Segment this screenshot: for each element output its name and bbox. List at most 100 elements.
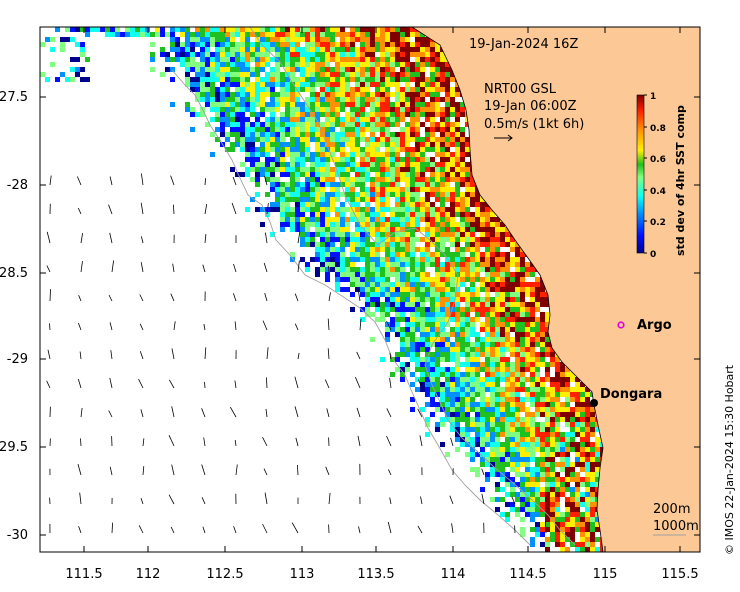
sst-pixel bbox=[480, 322, 485, 327]
current-vector bbox=[111, 260, 114, 273]
sst-pixel bbox=[580, 442, 585, 447]
sst-pixel bbox=[355, 282, 360, 287]
sst-pixel bbox=[380, 357, 385, 362]
sst-pixel bbox=[580, 407, 585, 412]
sst-pixel bbox=[350, 122, 355, 127]
sst-pixel bbox=[270, 162, 275, 167]
sst-pixel bbox=[355, 137, 360, 142]
sst-pixel bbox=[485, 422, 490, 427]
sst-pixel bbox=[440, 112, 445, 117]
sst-pixel bbox=[340, 117, 345, 122]
current-vector bbox=[263, 262, 268, 273]
sst-pixel bbox=[460, 352, 465, 357]
sst-pixel bbox=[535, 412, 540, 417]
sst-pixel bbox=[485, 417, 490, 422]
sst-pixel bbox=[410, 222, 415, 227]
sst-pixel bbox=[420, 137, 425, 142]
sst-pixel bbox=[575, 477, 580, 482]
sst-pixel bbox=[395, 167, 400, 172]
sst-pixel bbox=[265, 37, 270, 42]
sst-pixel bbox=[440, 352, 445, 357]
sst-pixel bbox=[330, 32, 335, 37]
sst-pixel bbox=[320, 177, 325, 182]
sst-pixel bbox=[445, 122, 450, 127]
sst-pixel bbox=[355, 247, 360, 252]
sst-pixel bbox=[505, 322, 510, 327]
sst-pixel bbox=[420, 407, 425, 412]
sst-pixel bbox=[480, 197, 485, 202]
sst-pixel bbox=[520, 482, 525, 487]
sst-pixel bbox=[255, 52, 260, 57]
sst-pixel bbox=[385, 72, 390, 77]
sst-pixel bbox=[355, 172, 360, 177]
sst-pixel bbox=[515, 472, 520, 477]
sst-pixel bbox=[285, 147, 290, 152]
sst-pixel bbox=[515, 297, 520, 302]
sst-pixel bbox=[330, 137, 335, 142]
sst-pixel bbox=[410, 337, 415, 342]
sst-pixel bbox=[335, 287, 340, 292]
sst-pixel bbox=[455, 297, 460, 302]
sst-pixel bbox=[515, 317, 520, 322]
sst-pixel bbox=[465, 267, 470, 272]
sst-pixel bbox=[55, 27, 60, 32]
sst-pixel bbox=[480, 387, 485, 392]
sst-pixel bbox=[235, 77, 240, 82]
sst-pixel bbox=[435, 47, 440, 52]
sst-pixel bbox=[295, 87, 300, 92]
sst-pixel bbox=[440, 407, 445, 412]
sst-pixel bbox=[520, 287, 525, 292]
sst-pixel bbox=[370, 62, 375, 67]
sst-pixel bbox=[440, 342, 445, 347]
sst-pixel bbox=[230, 77, 235, 82]
sst-pixel bbox=[510, 402, 515, 407]
colorbar-scale bbox=[636, 94, 645, 254]
sst-pixel bbox=[500, 457, 505, 462]
sst-pixel bbox=[505, 257, 510, 262]
sst-pixel bbox=[380, 77, 385, 82]
sst-pixel bbox=[80, 42, 85, 47]
sst-pixel bbox=[390, 217, 395, 222]
sst-pixel bbox=[445, 117, 450, 122]
sst-pixel bbox=[355, 152, 360, 157]
sst-pixel bbox=[220, 112, 225, 117]
sst-pixel bbox=[585, 537, 590, 542]
sst-pixel bbox=[440, 52, 445, 57]
sst-pixel bbox=[330, 152, 335, 157]
sst-pixel bbox=[395, 57, 400, 62]
sst-pixel bbox=[370, 27, 375, 32]
sst-pixel bbox=[435, 392, 440, 397]
sst-pixel bbox=[390, 302, 395, 307]
sst-pixel bbox=[370, 197, 375, 202]
sst-pixel bbox=[585, 467, 590, 472]
sst-pixel bbox=[560, 487, 565, 492]
sst-pixel bbox=[300, 132, 305, 137]
sst-pixel bbox=[555, 447, 560, 452]
sst-pixel bbox=[395, 182, 400, 187]
sst-pixel bbox=[470, 437, 475, 442]
sst-pixel bbox=[350, 117, 355, 122]
sst-pixel bbox=[445, 217, 450, 222]
sst-pixel bbox=[390, 72, 395, 77]
sst-pixel bbox=[510, 257, 515, 262]
sst-pixel bbox=[470, 442, 475, 447]
sst-pixel bbox=[275, 42, 280, 47]
sst-pixel bbox=[535, 477, 540, 482]
sst-pixel bbox=[320, 207, 325, 212]
sst-pixel bbox=[415, 52, 420, 57]
sst-pixel bbox=[500, 312, 505, 317]
sst-pixel bbox=[185, 72, 190, 77]
sst-pixel bbox=[350, 247, 355, 252]
sst-pixel bbox=[385, 302, 390, 307]
sst-pixel bbox=[230, 127, 235, 132]
sst-pixel bbox=[500, 317, 505, 322]
sst-pixel bbox=[440, 207, 445, 212]
sst-pixel bbox=[400, 222, 405, 227]
sst-pixel bbox=[560, 387, 565, 392]
sst-pixel bbox=[335, 47, 340, 52]
sst-pixel bbox=[505, 232, 510, 237]
sst-pixel bbox=[410, 212, 415, 217]
sst-pixel bbox=[370, 247, 375, 252]
sst-pixel bbox=[420, 72, 425, 77]
sst-pixel bbox=[375, 87, 380, 92]
